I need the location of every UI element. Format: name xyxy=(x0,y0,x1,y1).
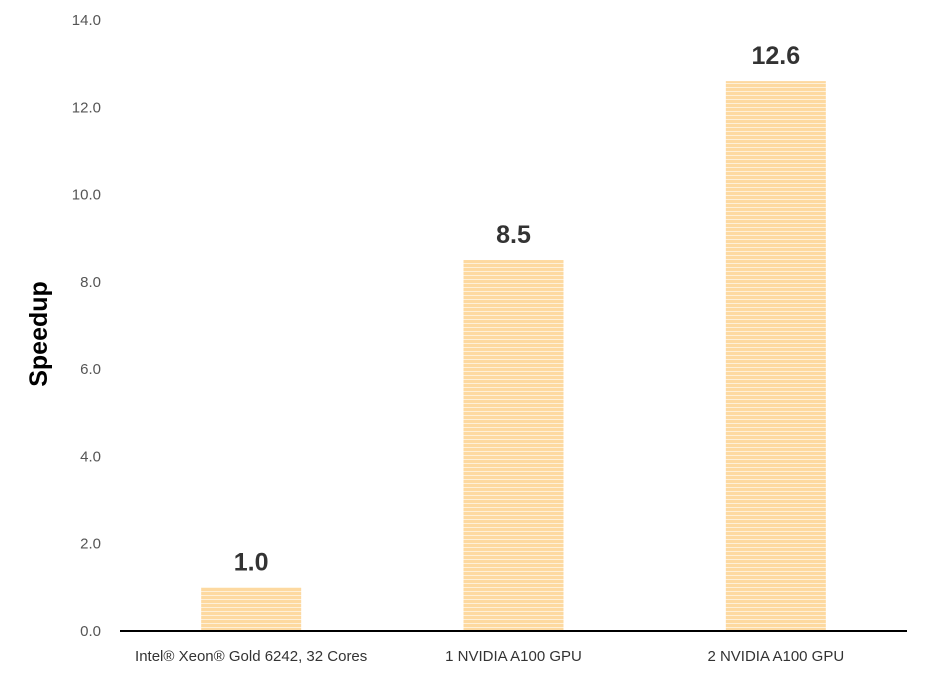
y-axis-ticks: 0.0 2.0 4.0 6.0 8.0 10.0 12.0 14.0 xyxy=(72,12,101,640)
data-labels: 1.0 8.5 12.6 xyxy=(234,42,800,576)
y-tick-label: 10.0 xyxy=(72,187,101,204)
x-category-label: 2 NVIDIA A100 GPU xyxy=(707,648,844,665)
bars xyxy=(201,81,826,632)
bar-data-label: 8.5 xyxy=(496,221,531,249)
y-tick-label: 6.0 xyxy=(80,361,101,378)
bar-data-label: 1.0 xyxy=(234,548,269,576)
y-tick-label: 14.0 xyxy=(72,12,101,29)
bar xyxy=(725,81,826,632)
y-tick-label: 0.0 xyxy=(80,623,101,640)
y-axis-title: Speedup xyxy=(25,281,53,387)
y-tick-label: 8.0 xyxy=(80,274,101,291)
y-tick-label: 12.0 xyxy=(72,99,101,116)
x-category-label: Intel® Xeon® Gold 6242, 32 Cores xyxy=(135,648,367,665)
y-tick-label: 2.0 xyxy=(80,536,101,553)
bar xyxy=(201,587,302,631)
bar xyxy=(463,260,564,631)
x-category-label: 1 NVIDIA A100 GPU xyxy=(445,648,582,665)
bar-data-label: 12.6 xyxy=(751,42,800,70)
x-axis-category-labels: Intel® Xeon® Gold 6242, 32 Cores 1 NVIDIA… xyxy=(135,648,844,665)
y-tick-label: 4.0 xyxy=(80,448,101,465)
